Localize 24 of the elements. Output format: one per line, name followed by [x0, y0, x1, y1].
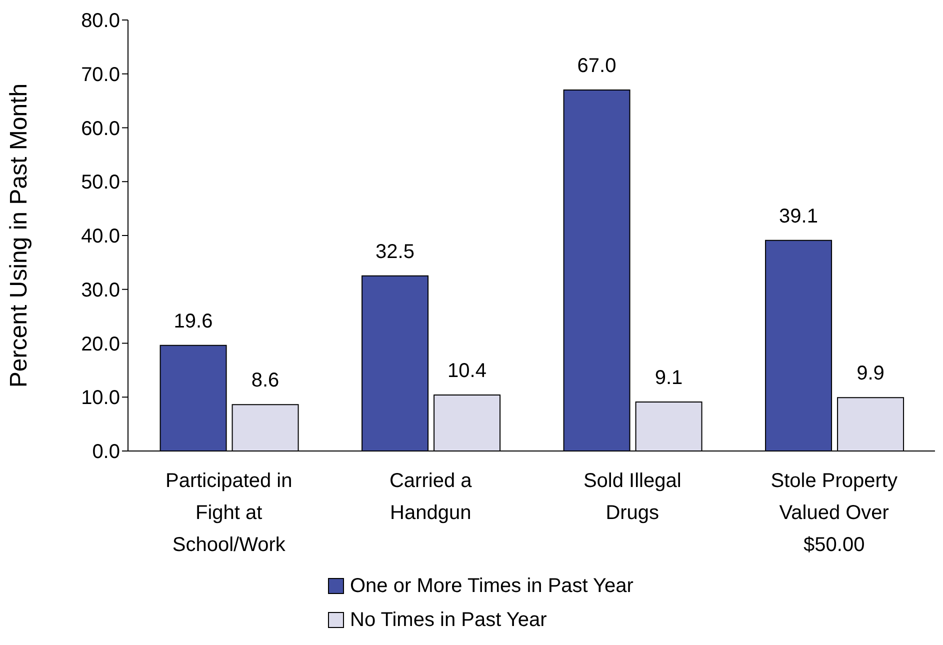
x-tick-label: Participated in Fight at School/Work: [166, 470, 292, 556]
y-tick-label: 0.0: [92, 441, 120, 464]
y-tick-label: 20.0: [81, 333, 120, 356]
y-axis-title: Percent Using in Past Month: [6, 83, 33, 388]
x-tick-label: Sold Illegal Drugs: [583, 470, 682, 524]
data-label: 32.5: [376, 240, 414, 263]
data-label: 8.6: [251, 370, 280, 392]
legend-label: One or More Times in Past Year: [350, 574, 634, 598]
y-tick-label: 50.0: [81, 172, 120, 194]
y-tick-label: 60.0: [81, 118, 120, 140]
x-tick-label: Carried a Handgun: [389, 470, 473, 524]
y-tick-label: 40.0: [81, 226, 120, 248]
data-label: 19.6: [174, 310, 213, 332]
y-tick-label: 10.0: [81, 387, 120, 410]
y-tick-label: 30.0: [81, 279, 120, 302]
data-label: 9.9: [856, 362, 884, 385]
y-tick-label: 80.0: [81, 10, 120, 32]
data-label: 9.1: [654, 366, 683, 389]
x-tick-label: Stole Property Valued Over $50.00: [770, 470, 898, 556]
y-tick-label: 70.0: [81, 64, 120, 86]
legend-label: No Times in Past Year: [350, 608, 547, 632]
data-label: 10.4: [448, 360, 486, 382]
data-label: 67.0: [577, 55, 616, 78]
data-label: 39.1: [779, 205, 818, 228]
